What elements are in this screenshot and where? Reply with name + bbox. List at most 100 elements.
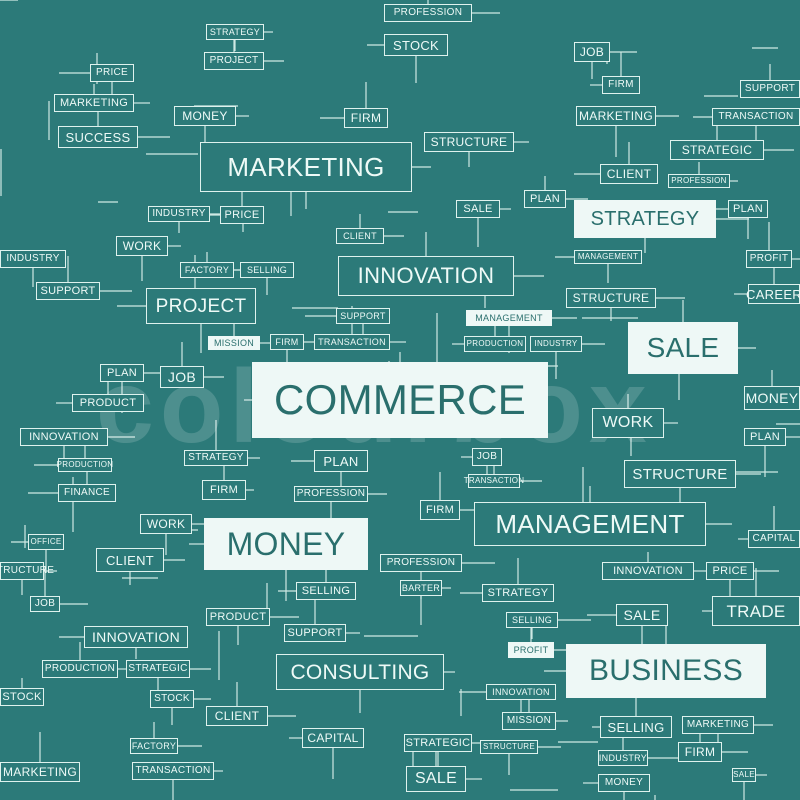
- word-stock: STOCK: [384, 34, 448, 56]
- word-firm-small: FIRM: [270, 334, 304, 350]
- word-structure-bottom: STRUCTURE: [480, 740, 538, 754]
- word-strategic-bottom: STRATEGIC: [404, 734, 472, 752]
- word-money-bottom: MONEY: [598, 774, 650, 792]
- word-innovation-bottom: INNOVATION: [486, 684, 556, 700]
- word-capital-low: CAPITAL: [302, 728, 364, 748]
- word-structure-top: STRUCTURE: [424, 132, 514, 152]
- word-client-low: CLIENT: [206, 706, 268, 726]
- word-structure-large: STRUCTURE: [624, 460, 736, 488]
- word-job-left: JOB: [30, 596, 60, 612]
- word-management: MANAGEMENT: [474, 502, 706, 546]
- word-production-low: PRODUCTION: [42, 660, 118, 678]
- word-project-top: PROJECT: [204, 52, 264, 70]
- word-profession-low: PROFESSION: [380, 554, 462, 572]
- word-sale-low-right: SALE: [616, 604, 668, 626]
- word-transaction-right: TRANSACTION: [712, 108, 800, 126]
- word-industry-mid: INDUSTRY: [148, 206, 210, 222]
- word-office-left: OFFICE: [28, 534, 64, 550]
- word-stock-mid: STOCK: [150, 690, 194, 708]
- word-marketing-right: MARKETING: [576, 106, 656, 126]
- word-work-mid: WORK: [140, 514, 192, 534]
- word-selling-mid: SELLING: [240, 262, 294, 278]
- word-sale-bottom: SALE: [406, 766, 466, 792]
- word-structure-mid: STRUCTURE: [566, 288, 656, 308]
- word-firm-low: FIRM: [420, 500, 460, 520]
- word-support-low: SUPPORT: [284, 624, 346, 642]
- word-profession-right: PROFESSION: [668, 174, 730, 188]
- word-strategy-top: STRATEGY: [206, 24, 264, 40]
- word-price-top: PRICE: [90, 64, 134, 82]
- word-job-mid: JOB: [160, 366, 204, 388]
- word-client-right: CLIENT: [600, 164, 658, 184]
- word-transaction-low: TRANSACTION: [468, 474, 520, 488]
- word-sale-small: SALE: [456, 200, 500, 218]
- word-plan-small: PLAN: [524, 190, 566, 208]
- word-marketing-bottom: MARKETING: [0, 762, 80, 782]
- word-sale-large: SALE: [628, 322, 738, 374]
- word-price-right: PRICE: [706, 562, 754, 580]
- word-strategic-right: STRATEGIC: [670, 140, 764, 160]
- word-industry-right: INDUSTRY: [530, 336, 582, 352]
- word-plan-left: PLAN: [100, 364, 144, 382]
- word-trade-large: TRADE: [712, 596, 800, 626]
- word-production-left: PRODUCTION: [58, 458, 112, 472]
- word-price-mid: PRICE: [220, 206, 264, 224]
- word-success: SUCCESS: [58, 126, 138, 148]
- word-management-tag: MANAGEMENT: [466, 310, 552, 326]
- word-firm-bottom: FIRM: [678, 742, 722, 762]
- word-selling-bottom: SELLING: [600, 716, 672, 738]
- word-capital-right: CAPITAL: [748, 530, 800, 548]
- word-selling-low: SELLING: [296, 582, 356, 600]
- word-innovation-right: INNOVATION: [602, 562, 694, 580]
- word-innovation: INNOVATION: [338, 256, 514, 296]
- word-innovation-left: INNOVATION: [20, 428, 108, 446]
- word-strategy-mid: STRATEGY: [184, 450, 248, 466]
- word-stock-low: STOCK: [0, 688, 44, 706]
- word-firm-right: FIRM: [602, 76, 640, 94]
- word-client: CLIENT: [96, 548, 164, 572]
- word-consulting: CONSULTING: [276, 654, 444, 690]
- word-support-mid: SUPPORT: [336, 308, 390, 324]
- word-money: MONEY: [204, 518, 368, 570]
- word-plan-right: PLAN: [728, 200, 768, 218]
- word-profession: PROFESSION: [384, 4, 472, 22]
- word-production-mid: PRODUCTION: [464, 336, 526, 352]
- word-product-low: PRODUCT: [206, 608, 270, 626]
- word-project-large: PROJECT: [146, 288, 256, 324]
- word-profit-right: PROFIT: [746, 250, 792, 268]
- word-job-top: JOB: [574, 42, 610, 62]
- word-profession-mid: PROFESSION: [294, 486, 368, 502]
- word-profit-tag: PROFIT: [508, 642, 554, 658]
- word-industry-left: INDUSTRY: [0, 250, 66, 268]
- word-product-left: PRODUCT: [72, 394, 144, 412]
- word-money-small: MONEY: [174, 106, 236, 126]
- word-marketing-left: MARKETING: [54, 94, 134, 112]
- word-transaction-bottom: TRANSACTION: [132, 762, 214, 780]
- word-structure-left: STRUCTURE: [0, 562, 44, 580]
- word-strategy-low: STRATEGY: [482, 584, 554, 602]
- word-support-left: SUPPORT: [36, 282, 100, 300]
- word-firm-mid: FIRM: [202, 480, 246, 500]
- word-finance: FINANCE: [58, 484, 116, 502]
- word-mission-tag: MISSION: [208, 336, 260, 350]
- word-strategy-large: STRATEGY: [574, 200, 716, 238]
- word-work-large: WORK: [592, 408, 664, 438]
- word-firm: FIRM: [344, 108, 388, 128]
- word-career-right: CAREER: [748, 284, 800, 304]
- word-factory-mid: FACTORY: [180, 262, 234, 278]
- word-industry-bottom: INDUSTRY: [598, 750, 648, 766]
- word-factory-low: FACTORY: [130, 738, 178, 754]
- word-support-right: SUPPORT: [740, 80, 800, 98]
- word-innovation-low: INNOVATION: [84, 626, 188, 648]
- word-transaction-mid: TRANSACTION: [314, 334, 390, 350]
- word-strategic-low: STRATEGIC: [126, 660, 190, 678]
- word-management-right: MANAGEMENT: [574, 250, 642, 264]
- word-plan-mid: PLAN: [314, 450, 368, 472]
- word-commerce: COMMERCE: [252, 362, 548, 438]
- word-plan-right-low: PLAN: [744, 428, 786, 446]
- word-work-left: WORK: [116, 236, 168, 256]
- word-selling-low-right: SELLING: [506, 612, 558, 628]
- word-client-mid: CLIENT: [336, 228, 384, 244]
- word-marketing: MARKETING: [200, 142, 412, 192]
